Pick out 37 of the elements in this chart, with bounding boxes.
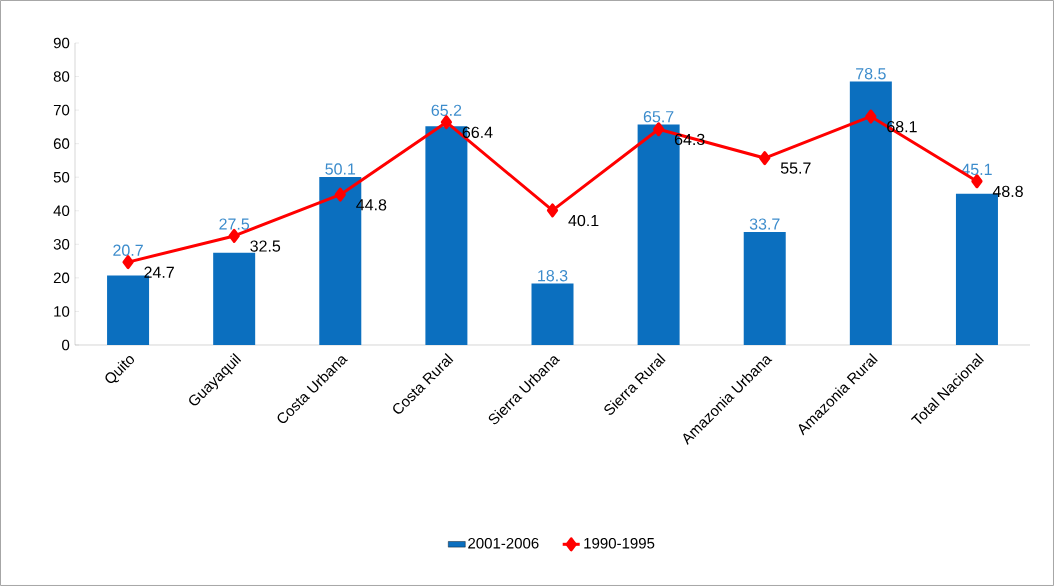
data-label: 33.7 [749, 218, 780, 230]
legend-label: 1990-1995 [584, 537, 655, 549]
legend-label: 2001-2006 [468, 537, 539, 549]
y-tick-label: 0 [62, 339, 70, 351]
y-tick-label: 60 [53, 138, 70, 149]
data-label: 50.1 [325, 163, 356, 175]
data-label: 55.7 [780, 162, 811, 174]
data-label: 65.2 [431, 104, 462, 116]
y-tick-label: 40 [53, 205, 70, 217]
point [440, 115, 453, 130]
data-label: 27.5 [219, 218, 250, 230]
data-label: 48.8 [992, 185, 1023, 198]
data-label: 18.3 [538, 270, 568, 282]
bar [743, 231, 786, 345]
y-tick-label: 50 [53, 171, 70, 183]
point [865, 109, 877, 124]
point [652, 122, 665, 137]
point [971, 174, 983, 189]
y-tick-label: 80 [53, 71, 70, 82]
y-tick-label: 70 [53, 104, 70, 116]
data-label: 65.7 [643, 111, 674, 123]
y-tick-label: 30 [53, 239, 70, 250]
y-tick-label: 90 [53, 37, 70, 49]
data-label: 40.1 [568, 214, 599, 227]
data-label: 78.5 [856, 68, 886, 80]
bar [213, 252, 256, 345]
point [759, 151, 771, 166]
data-label: 45.1 [961, 163, 992, 176]
point [334, 187, 346, 202]
data-label: 20.7 [113, 244, 143, 256]
data-label: 24.7 [144, 266, 174, 278]
point [122, 255, 134, 270]
bar [531, 283, 574, 345]
y-tick-label: 20 [53, 272, 70, 284]
y-tick-label: 10 [54, 306, 70, 317]
data-label: 32.5 [250, 240, 281, 252]
point [546, 203, 559, 218]
